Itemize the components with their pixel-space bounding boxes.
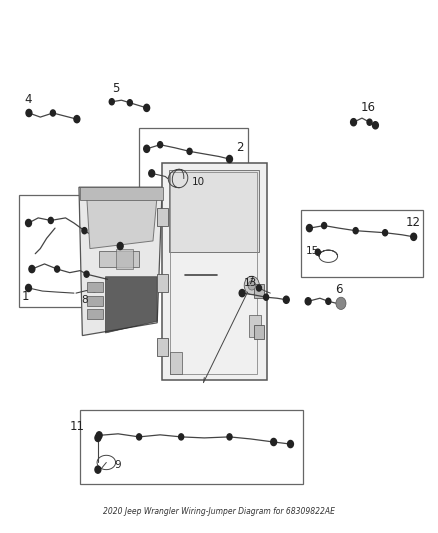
Bar xyxy=(254,284,264,298)
Text: 13: 13 xyxy=(244,278,257,288)
Polygon shape xyxy=(87,193,157,248)
Circle shape xyxy=(271,439,277,446)
Circle shape xyxy=(48,217,53,223)
Circle shape xyxy=(283,296,289,303)
Polygon shape xyxy=(162,163,266,380)
Circle shape xyxy=(158,142,162,148)
Circle shape xyxy=(411,233,417,240)
Bar xyxy=(170,172,257,374)
Circle shape xyxy=(50,110,56,116)
Circle shape xyxy=(25,285,32,292)
Circle shape xyxy=(248,281,256,290)
Circle shape xyxy=(117,243,123,249)
Bar xyxy=(301,210,423,277)
Circle shape xyxy=(55,266,60,272)
Circle shape xyxy=(315,249,320,255)
Text: 16: 16 xyxy=(361,101,376,114)
Circle shape xyxy=(109,99,114,105)
Circle shape xyxy=(353,228,358,234)
Circle shape xyxy=(144,145,150,152)
Circle shape xyxy=(256,285,261,291)
Circle shape xyxy=(239,289,245,297)
Text: 10: 10 xyxy=(192,176,205,187)
Circle shape xyxy=(264,294,268,300)
Text: 5: 5 xyxy=(112,82,119,94)
Circle shape xyxy=(336,297,346,310)
Circle shape xyxy=(144,104,150,111)
Polygon shape xyxy=(79,187,162,336)
Bar xyxy=(88,282,103,292)
Circle shape xyxy=(187,148,192,155)
Text: 4: 4 xyxy=(25,93,32,106)
Circle shape xyxy=(307,224,312,232)
Bar xyxy=(88,296,103,306)
Bar xyxy=(170,352,182,374)
Bar xyxy=(19,195,137,308)
Circle shape xyxy=(84,271,89,277)
Circle shape xyxy=(321,222,327,229)
Text: 2: 2 xyxy=(236,141,244,154)
Bar xyxy=(99,251,139,266)
Text: 15: 15 xyxy=(306,246,319,256)
Bar xyxy=(157,208,168,225)
Text: 6: 6 xyxy=(335,283,342,296)
Bar xyxy=(157,274,168,292)
Text: 1: 1 xyxy=(21,290,29,303)
Circle shape xyxy=(127,100,132,106)
Circle shape xyxy=(26,109,32,117)
Circle shape xyxy=(82,228,87,234)
Bar xyxy=(116,248,133,269)
Circle shape xyxy=(326,298,331,304)
Text: 9: 9 xyxy=(115,459,121,470)
Text: 11: 11 xyxy=(70,420,85,433)
Circle shape xyxy=(367,119,372,125)
Circle shape xyxy=(382,230,388,236)
Bar xyxy=(139,128,248,195)
Circle shape xyxy=(149,170,155,177)
Circle shape xyxy=(137,434,141,440)
Circle shape xyxy=(227,434,232,440)
Circle shape xyxy=(96,432,102,439)
Text: 7: 7 xyxy=(247,276,254,286)
Text: 2020 Jeep Wrangler Wiring-Jumper Diagram for 68309822AE: 2020 Jeep Wrangler Wiring-Jumper Diagram… xyxy=(103,507,335,516)
Circle shape xyxy=(29,265,35,273)
Text: 12: 12 xyxy=(406,216,421,229)
Bar xyxy=(249,315,261,337)
Circle shape xyxy=(305,298,311,305)
Bar xyxy=(157,338,168,356)
Circle shape xyxy=(25,220,32,227)
Circle shape xyxy=(372,122,378,129)
Circle shape xyxy=(287,440,293,448)
Circle shape xyxy=(244,276,259,295)
Bar xyxy=(80,187,163,200)
Bar xyxy=(88,309,103,319)
Bar xyxy=(254,325,264,339)
Circle shape xyxy=(95,434,101,441)
Circle shape xyxy=(74,116,80,123)
Polygon shape xyxy=(106,277,157,333)
Bar xyxy=(80,410,303,484)
Text: 8: 8 xyxy=(81,295,88,305)
Circle shape xyxy=(95,466,101,473)
Circle shape xyxy=(179,434,184,440)
Polygon shape xyxy=(169,171,259,252)
Circle shape xyxy=(350,119,357,126)
Circle shape xyxy=(226,156,233,163)
